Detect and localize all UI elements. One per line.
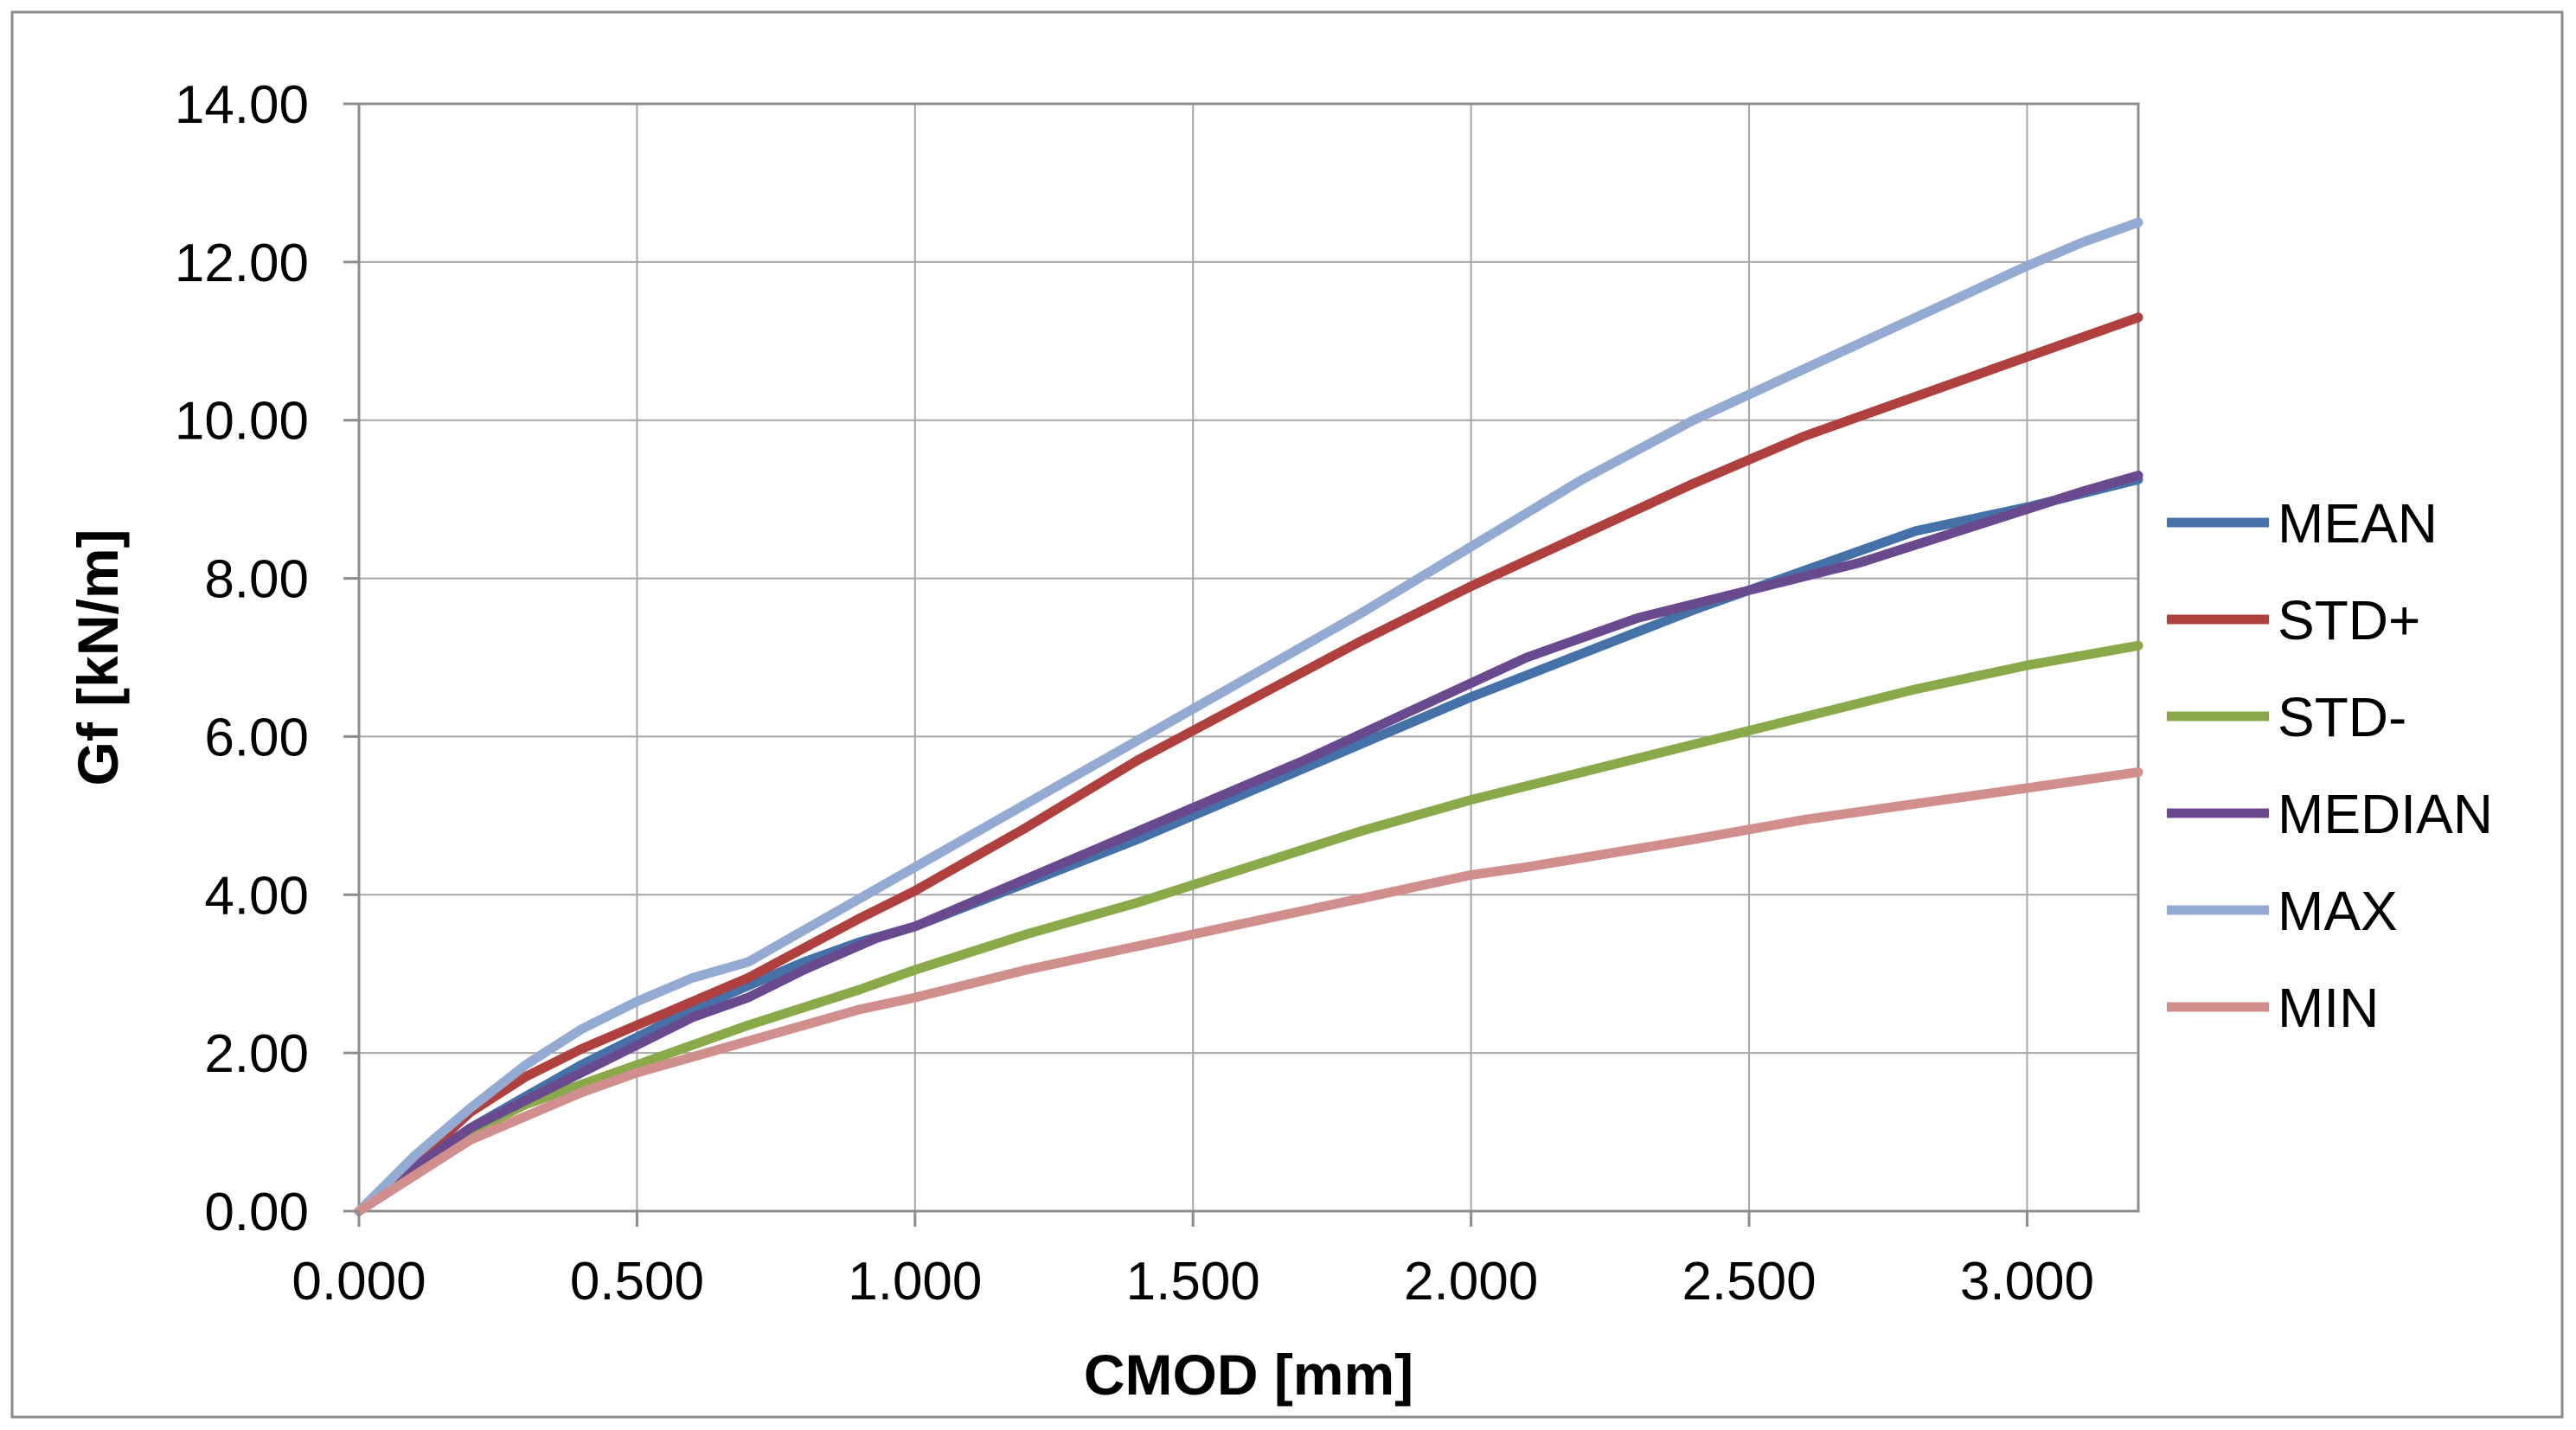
x-axis-ticks: 0.000 0.500 1.000 1.500 2.000 2.500 3.000	[292, 1211, 2094, 1311]
plot-area	[357, 102, 2140, 1213]
series-layer	[354, 217, 2143, 1216]
series-line-max	[354, 217, 2143, 1216]
y-tick-label: 4.00	[204, 866, 309, 926]
series-line-median	[354, 471, 2143, 1216]
legend-label: MAX	[2278, 880, 2398, 942]
legend-label: MEAN	[2278, 492, 2438, 555]
x-tick-label: 3.000	[1960, 1252, 2094, 1311]
legend-label: MIN	[2278, 977, 2379, 1039]
x-tick-label: 2.500	[1682, 1252, 1816, 1311]
x-tick-label: 1.000	[848, 1252, 982, 1311]
x-tick-label: 2.000	[1404, 1252, 1538, 1311]
y-tick-label: 2.00	[204, 1024, 309, 1084]
series-line-min	[354, 767, 2143, 1216]
y-tick-label: 14.00	[175, 75, 309, 135]
series-line-std	[354, 312, 2143, 1216]
y-axis-title: Gf [kN/m]	[66, 529, 130, 786]
x-tick-label: 0.000	[292, 1252, 426, 1311]
legend: MEAN STD+ STD- MEDIAN MAX MIN	[2167, 492, 2493, 1039]
legend-label: STD+	[2278, 589, 2420, 651]
y-tick-label: 8.00	[204, 550, 309, 610]
x-tick-label: 0.500	[570, 1252, 704, 1311]
y-axis-ticks: 0.00 2.00 4.00 6.00 8.00 10.00 12.00 14.00	[175, 75, 359, 1242]
legend-label: STD-	[2278, 686, 2406, 748]
y-tick-label: 12.00	[175, 234, 309, 293]
x-tick-label: 1.500	[1126, 1252, 1260, 1311]
y-tick-label: 0.00	[204, 1183, 309, 1242]
legend-label: MEDIAN	[2278, 783, 2493, 845]
x-axis-title: CMOD [mm]	[1084, 1343, 1413, 1407]
y-tick-label: 6.00	[204, 708, 309, 767]
y-tick-label: 10.00	[175, 392, 309, 452]
